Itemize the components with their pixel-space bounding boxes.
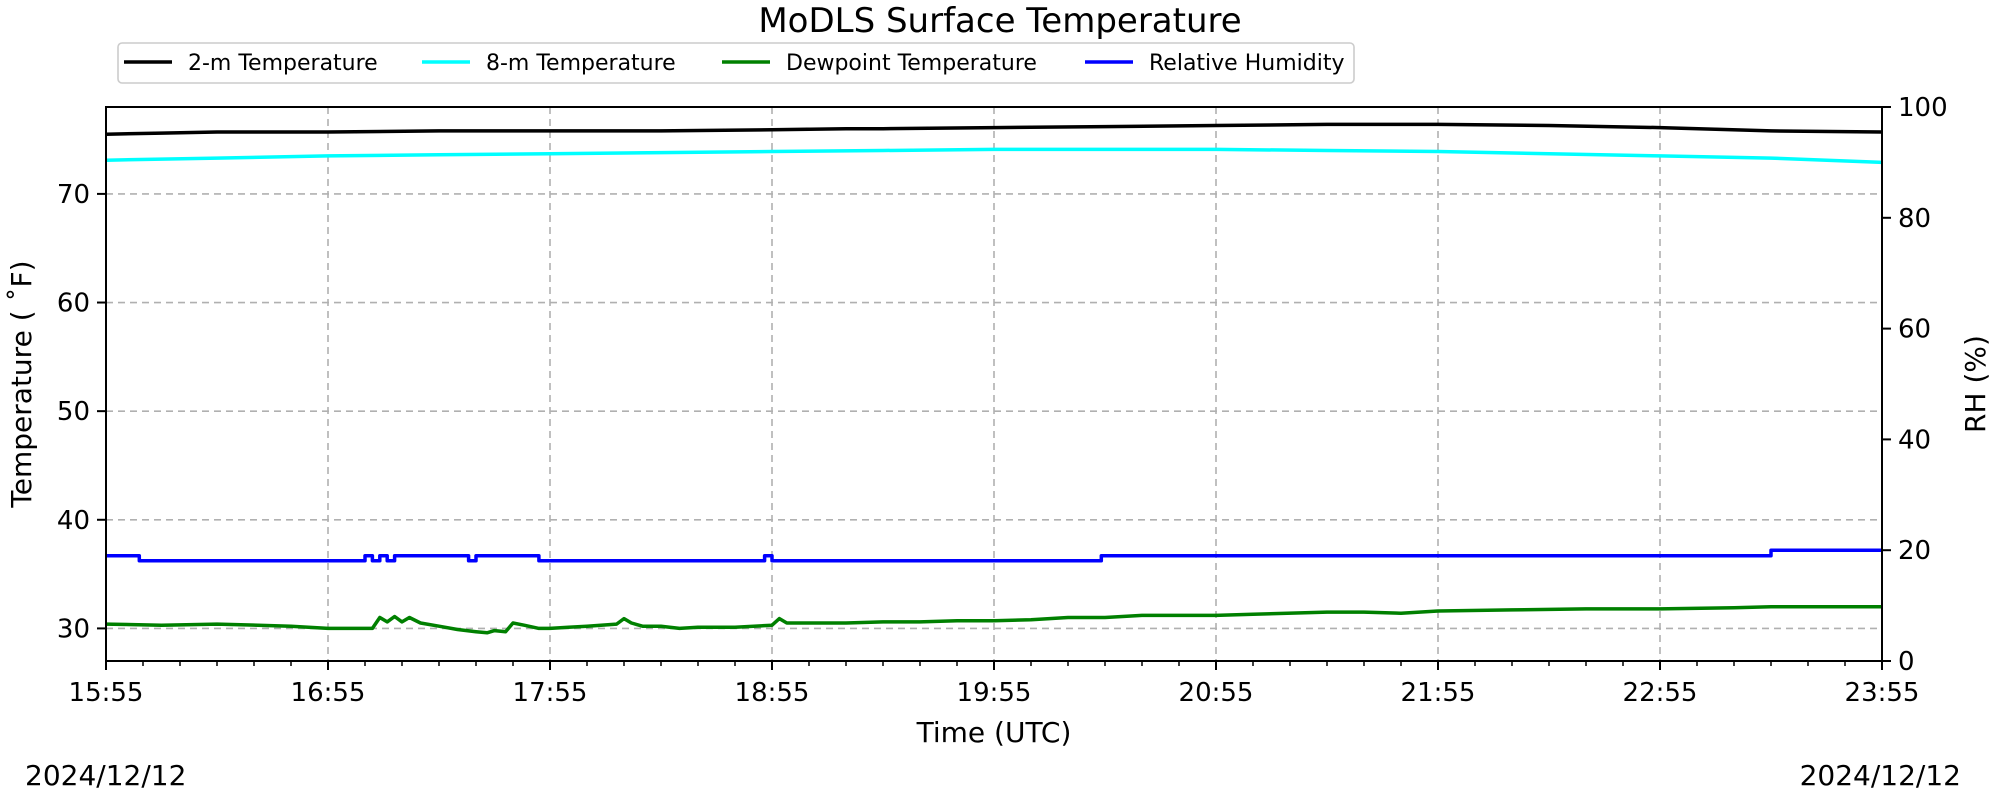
y-axis-left: 30 40 50 60 70	[57, 180, 106, 644]
legend: 2-m Temperature 8-m Temperature Dewpoint T…	[117, 42, 1355, 84]
y2-tick-label: 20	[1898, 536, 1931, 566]
x-tick-label: 15:55	[69, 678, 144, 708]
x-tick-label: 19:55	[957, 678, 1032, 708]
date-label-right: 2024/12/12	[1800, 759, 1961, 792]
y2-axis-label: RH (%)	[1959, 335, 1992, 433]
y2-tick-label: 100	[1898, 93, 1948, 123]
y2-tick-label: 40	[1898, 425, 1931, 455]
legend-label-8-m-temperature: 8-m Temperature	[486, 51, 676, 76]
x-tick-label: 18:55	[735, 678, 810, 708]
x-tick-label: 20:55	[1179, 678, 1254, 708]
series-line-relative-humidity	[106, 548, 1882, 563]
y-tick-label: 60	[57, 289, 90, 319]
series-line-2-m-temperature	[105, 122, 1883, 136]
x-tick-label: 16:55	[291, 678, 366, 708]
legend-label-dewpoint-temperature: Dewpoint Temperature	[786, 51, 1037, 76]
y-tick-label: 30	[57, 614, 90, 644]
chart-title: MoDLS Surface Temperature	[758, 1, 1241, 41]
y-tick-label: 40	[57, 506, 90, 536]
x-tick-label: 21:55	[1401, 678, 1476, 708]
x-axis-label: Time (UTC)	[916, 716, 1072, 749]
y2-tick-label: 60	[1898, 315, 1931, 345]
y-axis-right: 0 20 40 60 80 100	[1882, 93, 1948, 677]
y-tick-label: 50	[57, 397, 90, 427]
x-tick-label: 17:55	[513, 678, 588, 708]
date-label-left: 2024/12/12	[25, 759, 186, 792]
legend-label-2-m-temperature: 2-m Temperature	[188, 51, 378, 76]
series-lines	[105, 122, 1883, 635]
series-line-dewpoint-temperature	[105, 604, 1882, 635]
x-tick-label: 23:55	[1845, 678, 1920, 708]
y2-tick-label: 80	[1898, 204, 1931, 234]
gridlines	[106, 107, 1882, 661]
y-tick-label: 70	[57, 180, 90, 210]
series-line-8-m-temperature	[105, 147, 1883, 165]
x-axis: 15:55 16:55 17:55 18:55 19:55 20:55 21:55 22:55…	[69, 661, 1920, 708]
legend-label-relative-humidity: Relative Humidity	[1149, 51, 1344, 76]
y2-tick-label: 0	[1898, 647, 1915, 677]
x-tick-label: 22:55	[1623, 678, 1698, 708]
y-axis-label: Temperature ( ˚F)	[5, 260, 38, 508]
